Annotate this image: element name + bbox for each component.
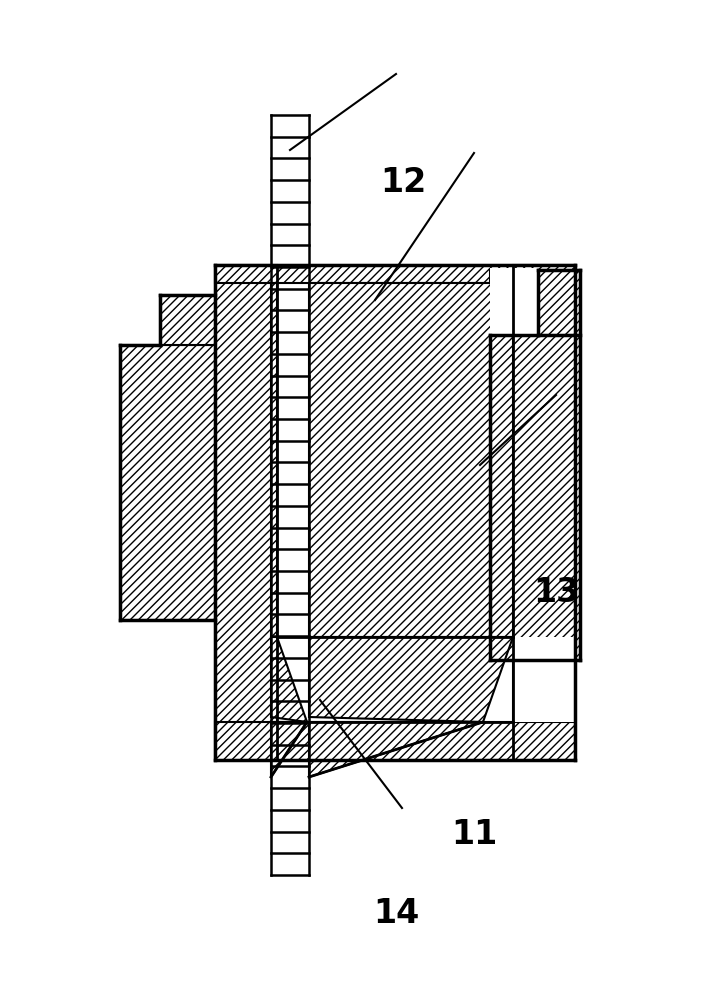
Bar: [215, 722, 575, 760]
Polygon shape: [271, 283, 277, 637]
Bar: [490, 270, 580, 660]
Polygon shape: [309, 283, 513, 637]
Bar: [160, 295, 215, 345]
Text: 12: 12: [381, 166, 426, 200]
Bar: [278, 638, 512, 721]
Text: 11: 11: [452, 818, 498, 852]
Bar: [270, 720, 310, 777]
Bar: [215, 265, 575, 283]
Bar: [513, 265, 575, 760]
Polygon shape: [309, 637, 513, 722]
Polygon shape: [309, 722, 483, 777]
Polygon shape: [271, 637, 307, 722]
Bar: [215, 265, 277, 760]
Bar: [490, 268, 538, 335]
Text: 13: 13: [534, 576, 580, 610]
Text: 14: 14: [373, 897, 419, 931]
Bar: [538, 270, 580, 335]
Polygon shape: [271, 722, 307, 777]
Bar: [120, 345, 215, 620]
Bar: [513, 637, 575, 722]
